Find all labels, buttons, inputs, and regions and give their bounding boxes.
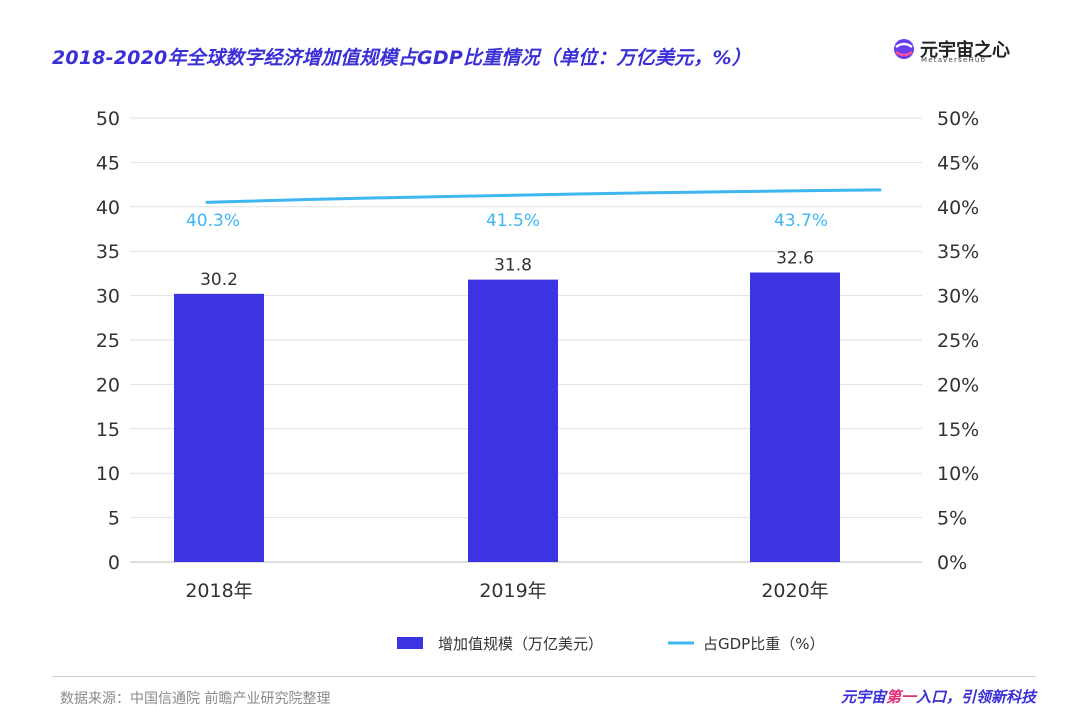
- y-right-tick-label: 45%: [937, 152, 979, 174]
- y-left-tick-label: 45: [96, 152, 120, 174]
- y-left-tick-label: 25: [96, 330, 120, 352]
- y-left-tick-label: 10: [96, 463, 120, 485]
- line-value-label: 41.5%: [486, 211, 540, 231]
- y-right-tick-label: 30%: [937, 286, 979, 308]
- y-left-tick-label: 40: [96, 197, 120, 219]
- footer-divider: [52, 676, 1036, 677]
- slogan-part1: 元宇宙: [840, 688, 886, 706]
- y-left-tick-label: 35: [96, 241, 120, 263]
- y-right-tick-label: 15%: [937, 419, 979, 441]
- chart-title: 2018-2020年全球数字经济增加值规模占GDP比重情况（单位：万亿美元，%）: [52, 47, 751, 69]
- line-value-label: 40.3%: [186, 211, 240, 231]
- x-tick-label: 2019年: [479, 580, 546, 602]
- bar-value-label: 30.2: [200, 270, 238, 290]
- metaverse-logo-icon: [894, 39, 914, 59]
- y-right-tick-label: 50%: [937, 108, 979, 130]
- y-left-tick-label: 5: [108, 508, 120, 530]
- line-series: [205, 188, 882, 204]
- y-right-tick-label: 0%: [937, 552, 967, 574]
- y-left-tick-label: 20: [96, 374, 120, 396]
- bar: [750, 272, 840, 562]
- data-source: 数据来源：中国信通院 前瞻产业研究院整理: [60, 691, 331, 707]
- legend-line-label: 占GDP比重（%）: [703, 635, 824, 653]
- brand-logo: 元宇宙之心 MetaverseHub: [893, 34, 1043, 70]
- y-left-tick-label: 15: [96, 419, 120, 441]
- y-right-tick-label: 35%: [937, 241, 979, 263]
- y-left-tick-label: 50: [96, 108, 120, 130]
- slogan: 元宇宙第一入口，引领新科技: [841, 686, 1036, 707]
- y-left-tick-label: 30: [96, 286, 120, 308]
- legend-bar-swatch: [397, 637, 423, 649]
- slogan-part2: 入口，引领新科技: [915, 688, 1036, 706]
- bar: [174, 293, 264, 562]
- logo-subtitle: MetaverseHub: [921, 56, 987, 64]
- legend-bar-label: 增加值规模（万亿美元）: [438, 635, 603, 653]
- slogan-accent: 第一: [885, 688, 916, 706]
- line-value-label: 43.7%: [774, 211, 828, 231]
- x-tick-label: 2018年: [185, 580, 252, 602]
- y-right-tick-label: 25%: [937, 330, 979, 352]
- bar: [468, 279, 558, 562]
- bar-value-label: 32.6: [776, 249, 814, 269]
- logo-name: 元宇宙之心: [920, 40, 1010, 61]
- y-right-tick-label: 5%: [937, 508, 967, 530]
- x-tick-label: 2020年: [761, 580, 828, 602]
- y-right-tick-label: 10%: [937, 463, 979, 485]
- y-right-tick-label: 20%: [937, 374, 979, 396]
- y-right-tick-label: 40%: [937, 197, 979, 219]
- bar-value-label: 31.8: [494, 256, 532, 276]
- y-left-tick-label: 0: [108, 552, 120, 574]
